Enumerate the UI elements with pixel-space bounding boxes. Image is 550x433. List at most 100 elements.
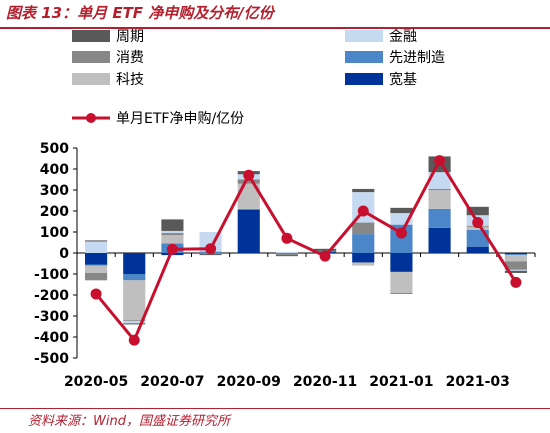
bar-segment xyxy=(504,261,527,270)
legend-swatch-2 xyxy=(72,51,110,63)
y-tick-label-10: -500 xyxy=(34,351,69,367)
bar-segment xyxy=(123,320,146,322)
source-note: 资料来源：Wind，国盛证券研究所 xyxy=(28,414,230,429)
y-tick-label-0: 500 xyxy=(40,141,69,157)
legend-swatch-0 xyxy=(72,30,110,42)
bar-segment xyxy=(390,271,413,293)
x-tick-label-4: 2021-01 xyxy=(369,374,433,390)
legend-label-1: 金融 xyxy=(389,29,417,45)
x-tick-label-3: 2020-11 xyxy=(293,374,357,390)
bar-segment xyxy=(504,255,527,262)
source-rule xyxy=(0,408,550,409)
line-point xyxy=(510,276,522,288)
bar-segment xyxy=(85,240,108,242)
title-rule xyxy=(0,27,550,29)
bar-segment xyxy=(390,213,413,225)
bar-segment xyxy=(237,208,260,210)
bar-segment xyxy=(352,234,375,253)
legend-swatch-3 xyxy=(345,51,383,63)
bar-segment xyxy=(123,274,146,281)
bar-segment xyxy=(504,269,527,271)
bar-segment xyxy=(428,190,451,209)
bar-segment xyxy=(161,233,184,236)
line-path xyxy=(94,159,518,342)
legend-label-0: 周期 xyxy=(116,29,144,45)
line-series xyxy=(90,155,522,346)
bar-segment xyxy=(237,209,260,253)
y-tick-label-3: 200 xyxy=(40,204,69,220)
legend-label-5: 宽基 xyxy=(389,71,417,88)
bar-segment xyxy=(123,253,146,274)
y-tick-label-8: -300 xyxy=(34,309,69,325)
bar-segment xyxy=(390,224,413,253)
bar-segment xyxy=(352,262,375,266)
bar-segment xyxy=(161,235,184,244)
legend-swatch-5 xyxy=(345,73,383,85)
bar-segment xyxy=(85,253,108,265)
y-tick-label-4: 100 xyxy=(40,225,69,241)
bar-segment xyxy=(390,253,413,272)
bar-segment xyxy=(352,188,375,193)
bar-segment xyxy=(275,253,298,255)
bar-segment xyxy=(123,321,146,324)
bar-segment xyxy=(352,253,375,263)
bar-segment xyxy=(504,253,527,255)
line-point xyxy=(243,169,255,181)
bar-segment xyxy=(352,222,375,235)
bar-segment xyxy=(504,270,527,273)
legend-swatch-4 xyxy=(72,73,110,85)
x-tick-label-0: 2020-05 xyxy=(64,374,128,390)
y-tick-label-1: 400 xyxy=(40,162,69,178)
x-tick-label-2: 2020-09 xyxy=(217,374,281,390)
line-point xyxy=(205,243,217,255)
bar-segment xyxy=(466,229,489,247)
axis xyxy=(73,147,536,359)
bar-segment xyxy=(123,280,146,321)
bar-segment xyxy=(85,265,108,273)
line-point xyxy=(395,227,407,239)
bar-segment xyxy=(504,254,527,256)
legend-label-2: 消费 xyxy=(116,50,144,66)
bar-segment xyxy=(199,254,222,256)
y-tick-label-7: -200 xyxy=(34,288,69,304)
bar-segment xyxy=(161,219,184,231)
bar-segment xyxy=(123,323,146,325)
bar-segment xyxy=(428,208,451,228)
bar-segment xyxy=(466,246,489,253)
bar-segment xyxy=(390,292,413,294)
line-point xyxy=(166,243,178,255)
line-point xyxy=(281,232,293,244)
bar-segment xyxy=(428,188,451,190)
legend-swatch-1 xyxy=(345,30,383,42)
y-tick-label-5: 0 xyxy=(59,246,69,262)
bar-segment xyxy=(161,230,184,234)
line-point xyxy=(434,155,446,167)
legend-label-4: 科技 xyxy=(116,72,144,88)
bar-segment xyxy=(275,254,298,256)
legend-label-line: 单月ETF净申购/亿份 xyxy=(116,111,244,127)
bar-segment xyxy=(275,255,298,257)
bar-segment xyxy=(275,251,298,253)
line-point xyxy=(357,205,369,217)
bar-segment xyxy=(428,227,451,253)
x-tick-label-5: 2021-03 xyxy=(446,374,510,390)
tick-labels: 500 400 300 200 100 0 -100 -200 -300 -400 -500 2020… xyxy=(34,141,510,390)
figure-title: 图表 13：单月 ETF 净申购及分布/亿份 xyxy=(6,4,274,22)
legend-line-marker xyxy=(86,113,96,123)
bar-segment xyxy=(85,272,108,281)
line-point xyxy=(128,334,140,346)
bar-segment xyxy=(85,241,108,253)
x-tick-label-1: 2020-07 xyxy=(140,374,204,390)
line-point xyxy=(319,250,331,262)
line-point xyxy=(472,217,484,229)
y-tick-label-6: -100 xyxy=(34,267,69,283)
legend-label-3: 先进制造 xyxy=(389,50,445,66)
line-point xyxy=(90,288,102,300)
y-tick-label-9: -400 xyxy=(34,330,69,346)
bar-segment xyxy=(466,206,489,216)
bar-segment xyxy=(85,264,108,266)
bar-segment xyxy=(314,248,337,251)
bar-segment xyxy=(428,172,451,189)
